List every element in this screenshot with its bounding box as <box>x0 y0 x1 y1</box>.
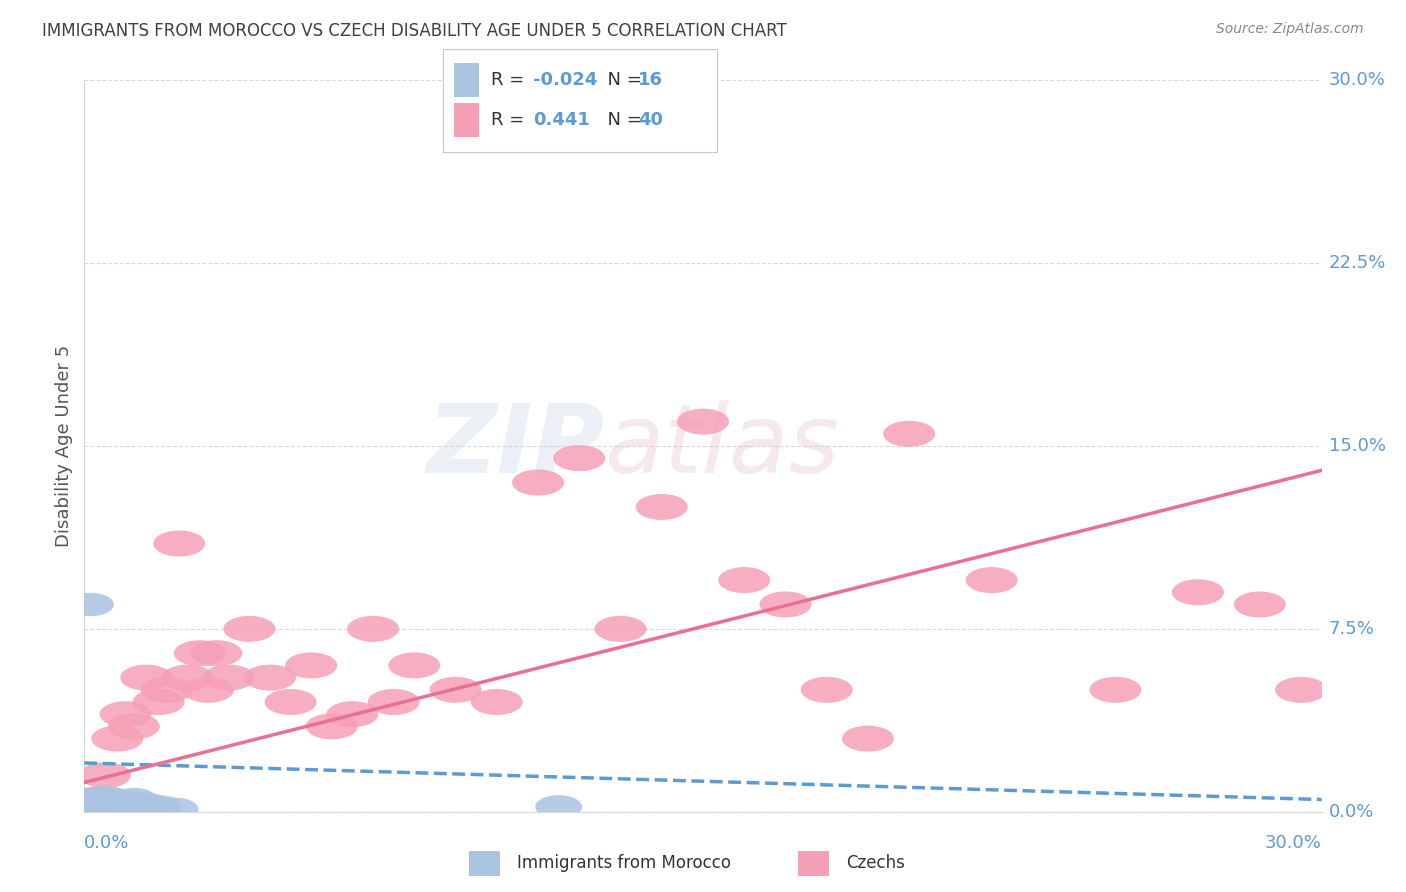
Text: 0.0%: 0.0% <box>84 834 129 852</box>
Ellipse shape <box>430 677 481 703</box>
Ellipse shape <box>98 795 145 819</box>
Ellipse shape <box>65 793 112 816</box>
Y-axis label: Disability Age Under 5: Disability Age Under 5 <box>55 345 73 547</box>
Ellipse shape <box>91 725 143 752</box>
Ellipse shape <box>326 701 378 727</box>
Text: R =: R = <box>491 71 530 89</box>
Ellipse shape <box>368 689 419 715</box>
Ellipse shape <box>595 615 647 642</box>
Text: 30.0%: 30.0% <box>1329 71 1385 89</box>
Ellipse shape <box>512 469 564 496</box>
Text: R =: R = <box>491 112 530 129</box>
Ellipse shape <box>174 640 226 666</box>
Ellipse shape <box>718 567 770 593</box>
Ellipse shape <box>70 787 122 813</box>
Text: N =: N = <box>596 112 648 129</box>
Ellipse shape <box>202 665 254 690</box>
Text: atlas: atlas <box>605 400 839 492</box>
Text: Immigrants from Morocco: Immigrants from Morocco <box>517 855 731 872</box>
Ellipse shape <box>285 652 337 679</box>
Ellipse shape <box>69 788 117 811</box>
Ellipse shape <box>122 793 170 816</box>
Text: 0.0%: 0.0% <box>1329 803 1374 821</box>
Ellipse shape <box>111 788 157 811</box>
Text: ZIP: ZIP <box>426 400 605 492</box>
Ellipse shape <box>554 445 605 471</box>
Ellipse shape <box>636 494 688 520</box>
Ellipse shape <box>73 790 120 814</box>
Ellipse shape <box>94 790 141 814</box>
Ellipse shape <box>67 593 114 616</box>
Ellipse shape <box>153 531 205 557</box>
Text: 0.441: 0.441 <box>533 112 589 129</box>
Text: -0.024: -0.024 <box>533 71 598 89</box>
Ellipse shape <box>190 640 242 666</box>
Ellipse shape <box>90 788 136 811</box>
Ellipse shape <box>121 665 172 690</box>
Ellipse shape <box>162 665 214 690</box>
Text: 40: 40 <box>638 112 664 129</box>
Ellipse shape <box>86 793 132 816</box>
Text: N =: N = <box>596 71 648 89</box>
Ellipse shape <box>536 795 582 819</box>
Ellipse shape <box>103 790 149 814</box>
Text: 16: 16 <box>638 71 664 89</box>
Ellipse shape <box>1275 677 1327 703</box>
Ellipse shape <box>245 665 295 690</box>
Ellipse shape <box>152 797 198 821</box>
Ellipse shape <box>132 689 184 715</box>
Ellipse shape <box>100 701 152 727</box>
Ellipse shape <box>77 795 124 819</box>
Ellipse shape <box>224 615 276 642</box>
Ellipse shape <box>347 615 399 642</box>
Ellipse shape <box>264 689 316 715</box>
Text: 30.0%: 30.0% <box>1265 834 1322 852</box>
Text: Source: ZipAtlas.com: Source: ZipAtlas.com <box>1216 22 1364 37</box>
Ellipse shape <box>107 793 153 816</box>
Text: 15.0%: 15.0% <box>1329 437 1386 455</box>
Ellipse shape <box>801 677 852 703</box>
Ellipse shape <box>471 689 523 715</box>
Text: 7.5%: 7.5% <box>1329 620 1375 638</box>
Ellipse shape <box>82 785 128 809</box>
Text: Czechs: Czechs <box>846 855 904 872</box>
Text: 22.5%: 22.5% <box>1329 254 1386 272</box>
Ellipse shape <box>135 795 181 819</box>
Ellipse shape <box>966 567 1018 593</box>
Ellipse shape <box>79 762 131 789</box>
Text: IMMIGRANTS FROM MOROCCO VS CZECH DISABILITY AGE UNDER 5 CORRELATION CHART: IMMIGRANTS FROM MOROCCO VS CZECH DISABIL… <box>42 22 787 40</box>
Ellipse shape <box>678 409 728 434</box>
Ellipse shape <box>1234 591 1285 617</box>
Ellipse shape <box>307 714 357 739</box>
Ellipse shape <box>108 714 160 739</box>
Ellipse shape <box>759 591 811 617</box>
Ellipse shape <box>883 421 935 447</box>
Ellipse shape <box>1090 677 1142 703</box>
Ellipse shape <box>842 725 894 752</box>
Ellipse shape <box>183 677 233 703</box>
Ellipse shape <box>1173 579 1223 606</box>
Ellipse shape <box>388 652 440 679</box>
Ellipse shape <box>141 677 193 703</box>
